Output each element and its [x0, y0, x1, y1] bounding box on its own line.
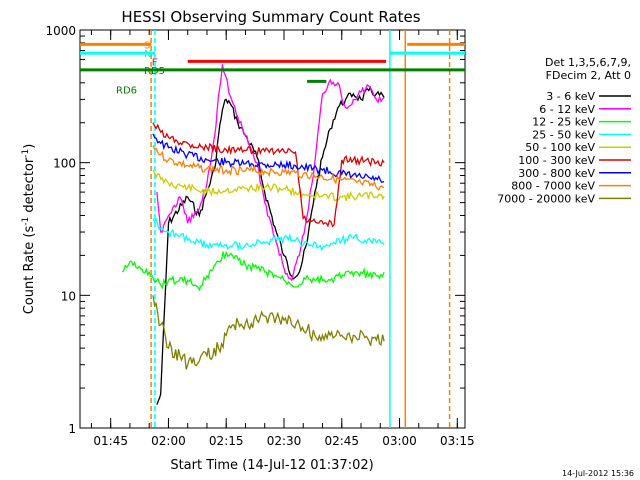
x-tick-label: 03:00	[382, 434, 417, 448]
series-line-7	[152, 145, 385, 191]
state-bar-label-2: N	[144, 49, 151, 60]
legend-header-line-1: Det 1,3,5,6,7,9,	[545, 56, 631, 69]
y-tick-label: 1000	[45, 24, 76, 38]
y-axis-label-sup2: -1	[21, 149, 31, 158]
series-line-3	[152, 217, 385, 252]
x-tick-label: 02:00	[151, 434, 186, 448]
series-line-5	[152, 122, 385, 228]
series-line-8	[152, 295, 385, 370]
y-tick-label: 1	[68, 422, 76, 436]
legend-label-4: 50 - 100 keV	[525, 141, 595, 154]
state-bar-label-6: RD6	[116, 85, 137, 96]
footer-timestamp: 14-Jul-2012 15:36	[562, 469, 634, 478]
legend-label-2: 12 - 25 keV	[532, 116, 595, 129]
x-tick-label: 02:45	[324, 434, 359, 448]
y-axis-label: Count Rate (s-1 detector-1)	[21, 144, 37, 315]
x-axis-label: Start Time (14-Jul-12 01:37:02)	[170, 458, 373, 473]
y-axis-label-sup1: -1	[21, 217, 31, 226]
series-line-6	[152, 133, 385, 184]
series-line-2	[121, 249, 385, 292]
x-tick-label: 02:15	[209, 434, 244, 448]
legend-label-0: 3 - 6 keV	[546, 90, 595, 103]
x-tick-label: 02:30	[267, 434, 302, 448]
state-bar-label-4: F	[152, 57, 158, 68]
legend-label-1: 6 - 12 keV	[539, 103, 595, 116]
legend-label-6: 300 - 800 keV	[518, 167, 595, 180]
legend-header-line-2: FDecim 2, Att 0	[546, 69, 631, 82]
chart-title: HESSI Observing Summary Count Rates	[121, 8, 420, 26]
y-tick-label: 100	[53, 157, 76, 171]
legend-label-8: 7000 - 20000 keV	[497, 192, 595, 205]
state-bar-label-5: RD5	[144, 66, 165, 77]
y-axis-label-end: )	[22, 144, 37, 149]
y-axis-label-mid: detector	[22, 157, 37, 217]
legend-label-5: 100 - 300 keV	[518, 154, 595, 167]
legend: Det 1,3,5,6,7,9, FDecim 2, Att 0 3 - 6 k…	[497, 56, 631, 205]
x-tick-label: 03:15	[440, 434, 475, 448]
x-tick-label: 01:45	[93, 434, 128, 448]
series-line-1	[156, 64, 385, 282]
state-bar-label-0: S	[144, 40, 150, 51]
legend-label-3: 25 - 50 keV	[532, 128, 595, 141]
y-axis-label-main: Count Rate (s	[22, 226, 37, 315]
series-line-0	[156, 85, 385, 405]
y-tick-label: 10	[61, 289, 76, 303]
legend-label-7: 800 - 7000 keV	[511, 180, 595, 193]
series-line-4	[152, 169, 385, 202]
